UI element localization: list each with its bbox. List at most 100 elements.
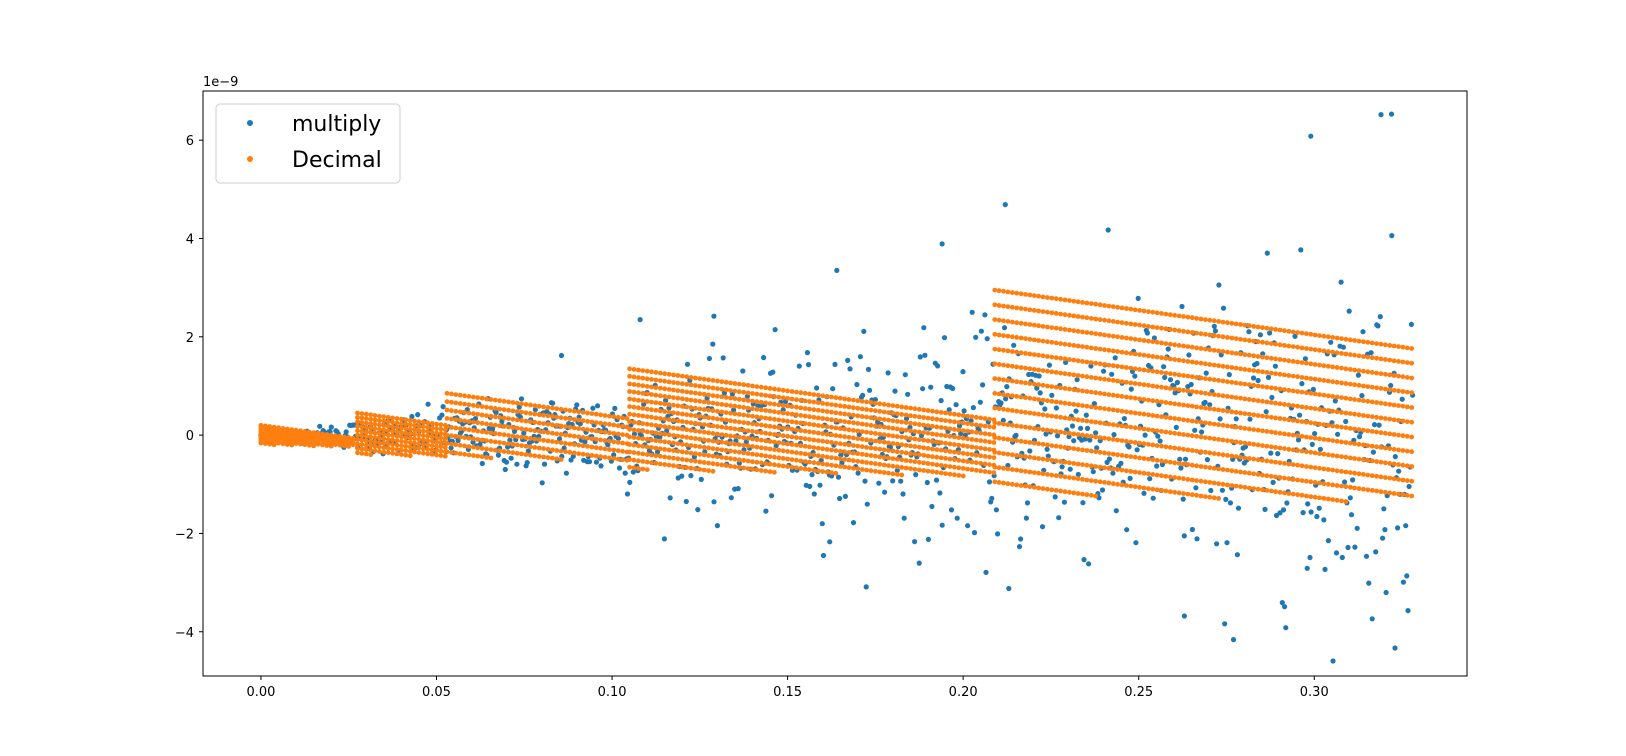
data-point-decimal [675,395,681,401]
data-point-decimal [1400,403,1406,409]
data-point-decimal [719,432,725,438]
data-point-decimal [615,456,621,462]
data-point-decimal [653,453,659,459]
data-point-decimal [519,451,524,457]
data-point-multiply [1078,425,1084,431]
data-point-decimal [675,403,681,409]
data-point-decimal [723,387,729,393]
data-point-decimal [403,417,409,423]
data-point-decimal [1084,300,1090,306]
data-point-decimal [1378,341,1384,347]
data-point-decimal [1216,392,1221,398]
data-point-decimal [1159,414,1164,420]
data-point-decimal [833,463,839,469]
data-point-decimal [925,423,931,429]
data-point-decimal [484,413,489,418]
data-point-decimal [1067,489,1072,495]
data-point-decimal [444,390,450,396]
data-point-multiply [343,429,349,435]
data-point-decimal [960,435,966,441]
data-point-decimal [1150,324,1156,330]
data-point-decimal [701,467,707,473]
data-point-decimal [820,469,826,474]
data-point-decimal [585,444,590,449]
data-point-decimal [1067,298,1072,303]
data-point-decimal [736,404,742,410]
data-point-decimal [829,417,834,423]
data-point-decimal [886,425,891,431]
data-point-decimal [947,411,953,416]
data-point-decimal [1023,469,1028,474]
data-point-decimal [684,419,690,425]
data-point-multiply [960,369,966,375]
data-point-decimal [666,394,672,400]
data-point-decimal [1352,426,1357,432]
data-point-decimal [1255,427,1261,433]
data-point-decimal [859,398,865,404]
data-point-decimal [1132,307,1138,313]
data-point-decimal [453,400,459,406]
data-point-decimal [1062,371,1068,377]
data-point-decimal [728,403,733,408]
data-point-decimal [1220,467,1226,472]
data-point-decimal [1409,390,1415,396]
data-point-multiply [929,503,935,510]
data-point-decimal [1102,347,1107,353]
data-point-decimal [851,405,856,411]
data-point-decimal [1097,405,1103,411]
data-point-multiply [830,386,836,392]
data-point-decimal [1308,479,1314,485]
data-point-decimal [420,419,426,425]
data-point-decimal [1159,429,1164,434]
data-point-multiply [1132,373,1138,379]
data-point-decimal [1163,385,1169,391]
data-point-multiply [1000,417,1006,423]
data-point-multiply [1071,438,1077,444]
data-point-decimal [763,461,769,466]
data-point-multiply [894,467,900,473]
data-point-decimal [514,425,520,431]
data-point-decimal [684,465,690,470]
data-point-decimal [1018,379,1024,385]
data-point-decimal [636,382,641,388]
data-point-decimal [1334,335,1340,341]
data-point-decimal [1106,406,1112,412]
data-point-decimal [333,442,338,447]
data-point-decimal [763,415,769,421]
data-point-decimal [545,430,551,435]
data-point-decimal [611,456,617,461]
data-point-multiply [598,463,604,469]
data-point-decimal [1207,406,1213,412]
data-point-decimal [523,427,529,432]
data-point-decimal [758,445,764,451]
data-point-decimal [921,422,927,428]
data-point-decimal [506,416,511,421]
data-point-decimal [947,441,953,447]
data-point-decimal [899,419,905,425]
data-point-multiply [1216,282,1222,288]
data-point-decimal [908,428,913,434]
data-point-decimal [545,413,551,419]
data-point-multiply [706,355,713,362]
data-point-decimal [377,422,382,428]
data-point-decimal [475,411,481,417]
data-point-multiply [1133,540,1139,546]
data-point-decimal [403,426,409,431]
data-point-decimal [1242,396,1248,402]
data-point-decimal [523,443,529,449]
data-point-decimal [488,430,494,436]
data-point-decimal [1246,441,1252,447]
data-point-decimal [688,412,694,418]
data-point-decimal [780,433,786,439]
data-point-multiply [850,520,857,526]
data-point-multiply [989,495,995,501]
data-point-decimal [750,413,755,419]
data-point-decimal [1317,377,1322,383]
data-point-decimal [886,432,891,438]
data-point-decimal [701,407,707,412]
data-point-decimal [444,449,450,455]
data-point-decimal [1295,448,1300,453]
data-point-decimal [1137,426,1142,431]
data-point-decimal [1115,481,1120,487]
data-point-decimal [842,404,848,409]
